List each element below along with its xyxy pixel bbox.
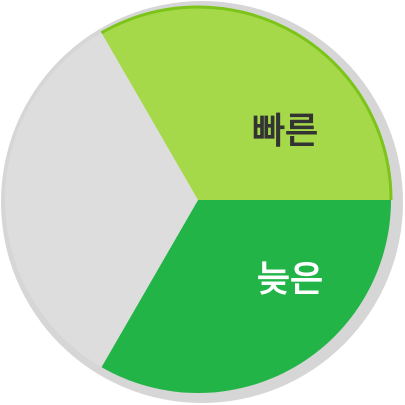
slow-slice[interactable] <box>101 200 392 394</box>
slow-slice-label[interactable]: 늦은 <box>257 259 323 300</box>
empty-slice <box>5 32 198 368</box>
fast-slice-edge <box>100 5 393 201</box>
pie-slices <box>5 7 392 394</box>
fast-slice-label[interactable]: 빠른 <box>252 111 318 152</box>
fast-slice[interactable] <box>101 7 392 201</box>
